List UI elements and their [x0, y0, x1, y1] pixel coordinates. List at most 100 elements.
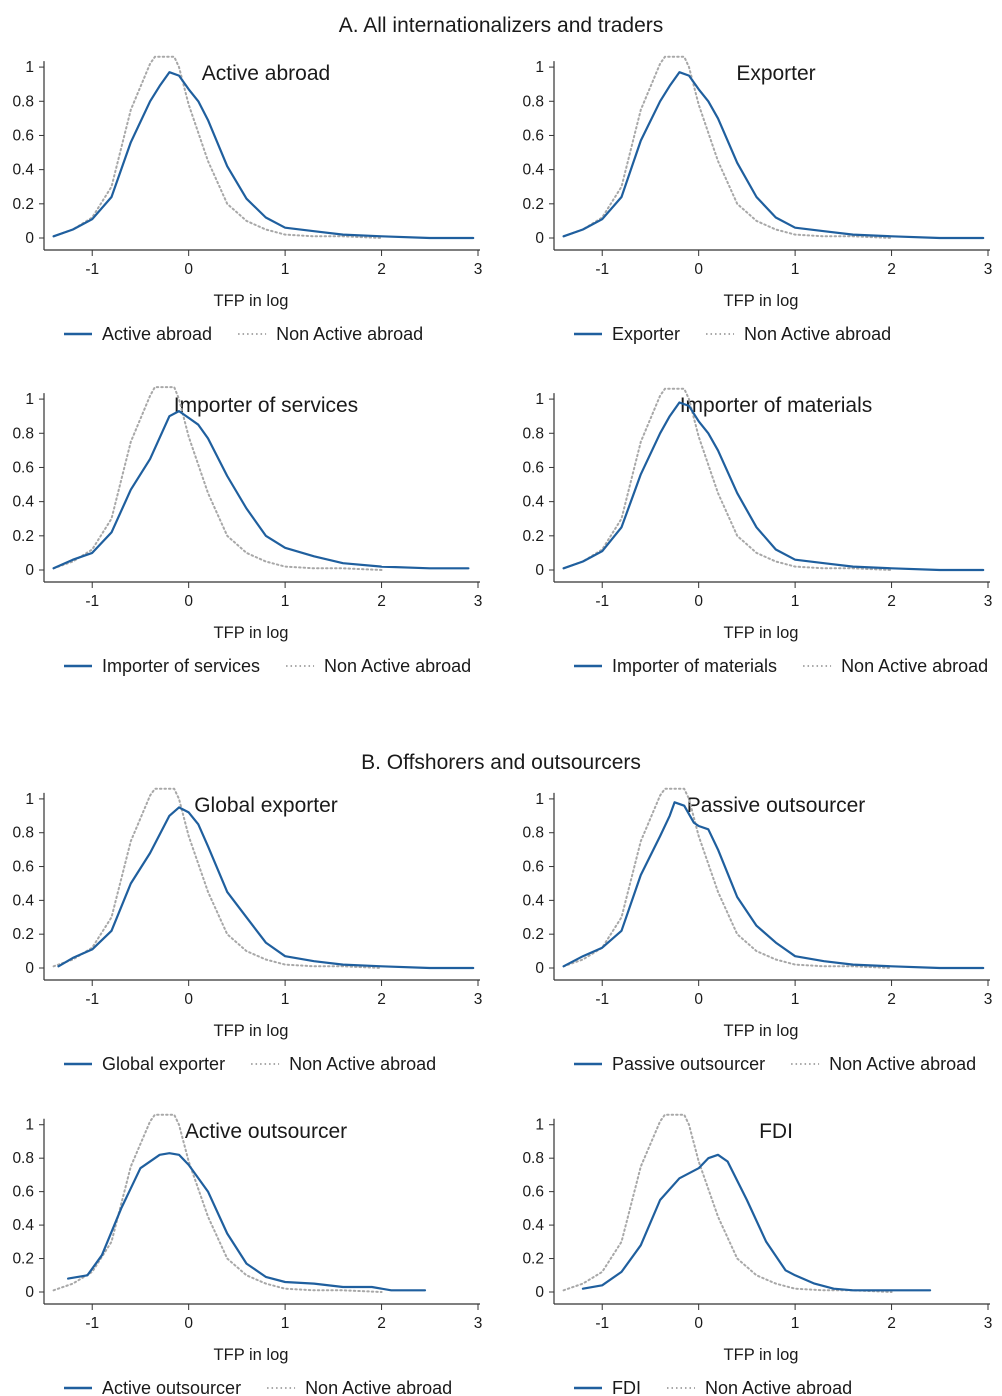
- series-line-non-active-abroad: [562, 55, 893, 239]
- series-line-non-active-abroad: [562, 787, 893, 969]
- legend-label: Exporter: [612, 324, 680, 344]
- y-tick-label: 0.8: [12, 1150, 34, 1167]
- legend-label: Non Active abroad: [289, 1054, 436, 1074]
- x-tick-label: 1: [791, 991, 800, 1008]
- x-tick-label: 3: [984, 593, 993, 610]
- x-tick-label: -1: [85, 1315, 99, 1332]
- series-line-non-active-abroad: [52, 1113, 383, 1293]
- x-tick-label: 0: [184, 1315, 193, 1332]
- y-tick-label: 0.4: [12, 1217, 34, 1234]
- series-line-passive-outsourcer: [562, 801, 985, 970]
- x-axis-label: TFP in log: [214, 292, 289, 310]
- x-tick-label: 1: [281, 991, 290, 1008]
- legend-label: Global exporter: [102, 1054, 225, 1074]
- x-tick-label: 0: [184, 991, 193, 1008]
- y-tick-label: 0.4: [522, 494, 544, 511]
- y-tick-label: 0.8: [522, 825, 544, 842]
- y-tick-label: 0.4: [522, 1217, 544, 1234]
- x-tick-label: 2: [377, 991, 386, 1008]
- y-tick-label: 0: [535, 1284, 544, 1301]
- y-tick-label: 0.2: [12, 1251, 34, 1268]
- y-tick-label: 0.2: [522, 528, 544, 545]
- x-tick-label: 3: [474, 261, 483, 278]
- series-line-importer-of-services: [52, 410, 470, 570]
- y-tick-label: 1: [25, 791, 34, 808]
- y-tick-label: 0.2: [12, 196, 34, 213]
- legend-label: Importer of materials: [612, 656, 777, 676]
- y-tick-label: 0.6: [522, 459, 544, 476]
- legend-item-non-active-abroad: Non Active abroad: [791, 1054, 976, 1074]
- y-tick-label: 0.2: [12, 926, 34, 943]
- panel-title: Active outsourcer: [185, 1120, 347, 1143]
- x-tick-label: 2: [377, 593, 386, 610]
- legend-item-exporter: Exporter: [574, 324, 680, 344]
- y-tick-label: 0: [25, 562, 34, 579]
- x-tick-label: -1: [85, 593, 99, 610]
- y-tick-label: 1: [535, 59, 544, 76]
- series-line-active-outsourcer: [67, 1152, 427, 1292]
- series-line-non-active-abroad: [52, 55, 383, 239]
- y-tick-label: 1: [535, 391, 544, 408]
- y-tick-label: 0.4: [12, 892, 34, 909]
- x-tick-label: -1: [595, 1315, 609, 1332]
- panel-title: Importer of materials: [680, 394, 873, 417]
- legend-label: Non Active abroad: [705, 1378, 852, 1396]
- legend-label: Active outsourcer: [102, 1378, 241, 1396]
- x-axis-label: TFP in log: [724, 624, 799, 642]
- legend-item-non-active-abroad: Non Active abroad: [267, 1378, 452, 1396]
- x-tick-label: -1: [595, 991, 609, 1008]
- y-tick-label: 0: [25, 960, 34, 977]
- y-tick-label: 0: [25, 230, 34, 247]
- y-tick-label: 0.8: [522, 1150, 544, 1167]
- x-axis-label: TFP in log: [214, 1346, 289, 1364]
- chart-panel-importer-of-services: Importer of services 0 0.2 0.4 0.6 0.8 1 -1 0 1 2 3…: [12, 386, 482, 676]
- x-tick-label: 3: [984, 991, 993, 1008]
- chart-panel-active-abroad: Active abroad 0 0.2 0.4 0.6 0.8 1 -1 0 1 2 3 TFP in …: [12, 55, 483, 344]
- series-line-importer-of-materials: [562, 401, 985, 572]
- y-tick-label: 0.6: [12, 459, 34, 476]
- x-tick-label: -1: [595, 593, 609, 610]
- y-tick-label: 0.8: [522, 93, 544, 110]
- panel-title: Exporter: [736, 62, 815, 85]
- panel-title: Global exporter: [194, 794, 338, 817]
- x-tick-label: 2: [377, 261, 386, 278]
- y-tick-label: 0: [25, 1284, 34, 1301]
- series-line-non-active-abroad: [562, 387, 893, 571]
- y-tick-label: 1: [535, 1117, 544, 1134]
- x-tick-label: 3: [474, 1315, 483, 1332]
- x-tick-label: -1: [85, 261, 99, 278]
- x-tick-label: 1: [791, 1315, 800, 1332]
- legend-item-active-outsourcer: Active outsourcer: [64, 1378, 241, 1396]
- legend-label: Passive outsourcer: [612, 1054, 765, 1074]
- panel-title: Importer of services: [174, 394, 358, 417]
- y-tick-label: 0.4: [12, 494, 34, 511]
- x-tick-label: 1: [281, 593, 290, 610]
- y-tick-label: 1: [25, 59, 34, 76]
- legend: Passive outsourcer Non Active abroad: [574, 1054, 976, 1074]
- y-tick-label: 0.8: [12, 425, 34, 442]
- x-tick-label: 2: [887, 991, 896, 1008]
- x-axis-label: TFP in log: [214, 624, 289, 642]
- y-tick-label: 0: [535, 230, 544, 247]
- series-line-fdi: [581, 1153, 932, 1292]
- legend-label: Importer of services: [102, 656, 260, 676]
- legend: Active outsourcer Non Active abroad: [64, 1378, 452, 1396]
- series-line-non-active-abroad: [562, 1113, 893, 1293]
- legend: Exporter Non Active abroad: [574, 324, 891, 344]
- y-tick-label: 0.2: [522, 926, 544, 943]
- x-tick-label: 0: [694, 1315, 703, 1332]
- chart-panel-importer-of-materials: Importer of materials 0 0.2 0.4 0.6 0.8 1 -1 0 1 2…: [522, 387, 993, 676]
- legend-item-non-active-abroad: Non Active abroad: [803, 656, 988, 676]
- legend-label: Non Active abroad: [841, 656, 988, 676]
- legend-label: Non Active abroad: [324, 656, 471, 676]
- section-title-b: B. Offshorers and outsourcers: [361, 751, 641, 774]
- legend-label: Non Active abroad: [829, 1054, 976, 1074]
- legend-item-importer-of-services: Importer of services: [64, 656, 260, 676]
- x-tick-label: 3: [984, 1315, 993, 1332]
- panel-title: FDI: [759, 1120, 793, 1143]
- legend-item-non-active-abroad: Non Active abroad: [286, 656, 471, 676]
- legend: Importer of materials Non Active abroad: [574, 656, 988, 676]
- y-tick-label: 0: [535, 960, 544, 977]
- x-tick-label: 2: [377, 1315, 386, 1332]
